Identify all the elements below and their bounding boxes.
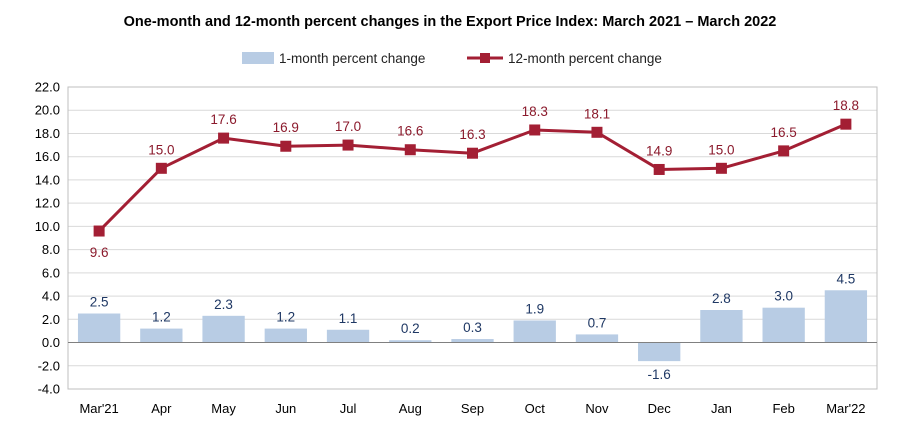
y-tick-label: 10.0 bbox=[35, 219, 60, 234]
y-tick-label: 18.0 bbox=[35, 126, 60, 141]
bar-series bbox=[77, 290, 868, 362]
line-data-label: 15.0 bbox=[708, 142, 734, 157]
line-data-label: 16.3 bbox=[459, 127, 485, 142]
bar-data-label: -1.6 bbox=[648, 367, 671, 382]
legend: 1-month percent change 12-month percent … bbox=[242, 51, 662, 66]
line-point bbox=[93, 225, 105, 237]
bar bbox=[762, 307, 805, 343]
bar-data-label: 0.2 bbox=[401, 321, 420, 336]
bar-data-label: 2.8 bbox=[712, 291, 731, 306]
legend-line-label: 12-month percent change bbox=[508, 51, 662, 66]
bar bbox=[824, 290, 868, 343]
data-labels: 2.5 1.2 2.3 1.2 1.1 0.2 0.3 1.9 0.7 -1.6 2.8 3.0 4.5… bbox=[90, 98, 859, 382]
y-tick-label: 22.0 bbox=[35, 80, 60, 95]
y-tick-label: 20.0 bbox=[35, 103, 60, 118]
bar bbox=[575, 334, 619, 343]
line-data-label: 18.1 bbox=[584, 106, 610, 121]
y-tick-label: 8.0 bbox=[42, 242, 60, 257]
bar-data-label: 1.2 bbox=[276, 310, 295, 325]
x-tick-label: Jan bbox=[711, 401, 732, 416]
line-point bbox=[342, 139, 354, 151]
bar bbox=[451, 339, 494, 343]
line-point bbox=[591, 126, 603, 138]
x-tick-label: Oct bbox=[525, 401, 546, 416]
bar-data-label: 1.2 bbox=[152, 310, 171, 325]
bar bbox=[264, 328, 307, 343]
x-tick-label: Sep bbox=[461, 401, 484, 416]
line-data-label: 17.6 bbox=[210, 112, 236, 127]
y-tick-label: 14.0 bbox=[35, 172, 60, 187]
line-point bbox=[840, 118, 852, 130]
bar-data-label: 0.3 bbox=[463, 320, 482, 335]
line-data-label: 15.0 bbox=[148, 142, 174, 157]
bar bbox=[77, 313, 121, 343]
bar bbox=[326, 329, 370, 343]
x-tick-label: Jun bbox=[275, 401, 296, 416]
line-data-label: 14.9 bbox=[646, 143, 672, 158]
bar-data-label: 3.0 bbox=[774, 289, 793, 304]
x-tick-label: May bbox=[211, 401, 236, 416]
line-point bbox=[280, 140, 292, 152]
line-point bbox=[467, 147, 478, 159]
line-point bbox=[404, 144, 416, 156]
axes: -4.0 -2.0 0.0 2.0 4.0 6.0 8.0 10.0 12.0 14.0 16.0 1… bbox=[35, 80, 878, 416]
bar bbox=[140, 328, 183, 343]
y-tick-label: -2.0 bbox=[38, 358, 60, 373]
line-data-label: 16.5 bbox=[771, 125, 797, 140]
line-point bbox=[218, 132, 230, 144]
bar-data-label: 1.1 bbox=[339, 311, 358, 326]
line-point bbox=[155, 162, 167, 174]
line-point bbox=[715, 162, 727, 174]
y-tick-label: 16.0 bbox=[35, 149, 60, 164]
bar bbox=[513, 320, 556, 343]
line-data-label: 16.9 bbox=[273, 120, 299, 135]
bar-data-label: 2.3 bbox=[214, 297, 233, 312]
bar bbox=[389, 340, 432, 343]
x-tick-label: Apr bbox=[151, 401, 172, 416]
x-tick-label: Mar'21 bbox=[79, 401, 118, 416]
plot-border bbox=[67, 86, 878, 390]
line-data-label: 9.6 bbox=[90, 245, 109, 260]
y-tick-label: 4.0 bbox=[42, 289, 60, 304]
legend-bar-swatch bbox=[242, 52, 274, 64]
x-tick-label: Feb bbox=[772, 401, 794, 416]
y-tick-label: -4.0 bbox=[38, 382, 60, 397]
y-tick-label: 0.0 bbox=[42, 335, 60, 350]
line-data-label: 18.8 bbox=[833, 98, 859, 113]
line-point bbox=[653, 163, 665, 175]
line-point bbox=[778, 145, 790, 157]
bar-data-label: 1.9 bbox=[525, 301, 544, 316]
x-tick-label: Mar'22 bbox=[826, 401, 865, 416]
bar bbox=[638, 342, 681, 362]
line-point bbox=[529, 124, 541, 136]
x-tick-label: Nov bbox=[585, 401, 609, 416]
bar-data-label: 0.7 bbox=[588, 315, 607, 330]
bar bbox=[202, 315, 245, 343]
bar-data-label: 2.5 bbox=[90, 295, 109, 310]
x-tick-label: Aug bbox=[399, 401, 422, 416]
x-tick-label: Dec bbox=[648, 401, 672, 416]
line-data-label: 16.6 bbox=[397, 124, 423, 139]
line-series bbox=[93, 118, 852, 237]
chart-title: One-month and 12-month percent changes i… bbox=[123, 14, 777, 30]
line-data-label: 17.0 bbox=[335, 119, 361, 134]
legend-line-marker bbox=[480, 53, 490, 63]
bar bbox=[700, 310, 743, 343]
y-tick-label: 12.0 bbox=[35, 196, 60, 211]
line-data-label: 18.3 bbox=[522, 104, 548, 119]
legend-bar-label: 1-month percent change bbox=[279, 51, 425, 66]
y-tick-label: 6.0 bbox=[42, 265, 60, 280]
y-tick-label: 2.0 bbox=[42, 312, 60, 327]
bar-data-label: 4.5 bbox=[836, 271, 855, 286]
x-tick-label: Jul bbox=[340, 401, 357, 416]
